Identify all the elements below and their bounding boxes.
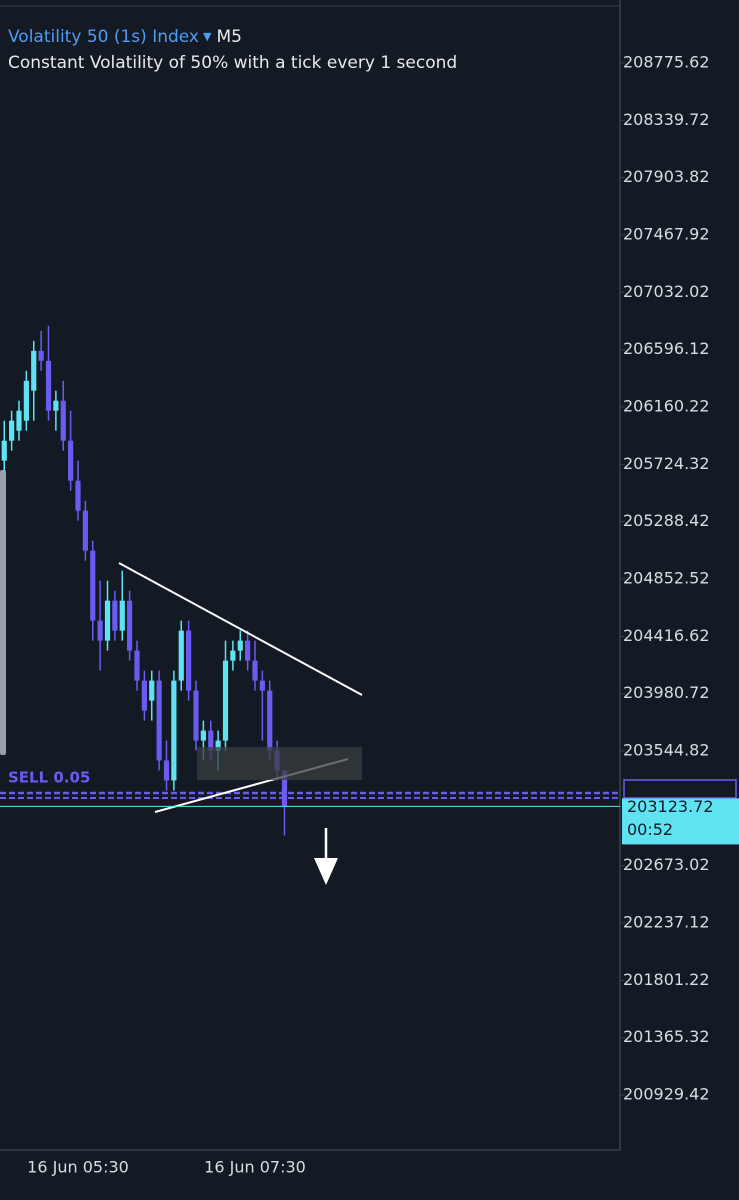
candle-body (104, 600, 111, 641)
y-tick-label: 206596.12 (623, 339, 710, 358)
dropdown-icon[interactable]: ▼ (203, 30, 212, 43)
countdown: 00:52 (627, 820, 673, 839)
candle-body (16, 410, 22, 431)
candle-body (119, 600, 125, 631)
candle-body (112, 600, 118, 631)
price-axis (0, 0, 621, 1151)
current-price-box (622, 798, 739, 845)
y-tick-label: 202237.12 (623, 913, 710, 932)
candle-body (38, 350, 44, 361)
y-tick-label: 205724.32 (623, 454, 710, 473)
y-tick-label: 205288.42 (623, 511, 710, 530)
candle-body (281, 770, 288, 807)
candle-body (149, 680, 155, 701)
trendline (118, 562, 363, 696)
candle-body (75, 480, 81, 511)
y-tick-label: 206160.22 (623, 396, 710, 415)
header: Volatility 50 (1s) Index ▼ M5 (8, 27, 242, 47)
candle-body (215, 740, 221, 751)
candle-body (193, 690, 199, 741)
candle-body (252, 660, 258, 681)
zone-rectangle (197, 747, 362, 780)
y-tick-label: 207032.02 (623, 282, 710, 301)
candle-body (222, 660, 229, 741)
candle-body (186, 630, 192, 691)
candle-body (82, 510, 88, 551)
order-price-box (623, 779, 737, 799)
candle-body (259, 680, 265, 691)
candles (1, 325, 288, 836)
y-tick-label: 203544.82 (623, 741, 710, 760)
y-tick-label: 208775.62 (623, 52, 710, 71)
candle-body (90, 550, 96, 621)
candle-body (23, 380, 29, 421)
candle-body (141, 680, 147, 711)
x-tick-label: 16 Jun 05:30 (27, 1158, 129, 1177)
candle-body (245, 640, 251, 661)
y-tick-label: 202673.02 (623, 855, 710, 874)
candle-body (237, 640, 243, 651)
candle-body (9, 420, 15, 441)
y-tick-label: 204852.52 (623, 568, 710, 587)
x-tick-label: 16 Jun 07:30 (204, 1158, 306, 1177)
candle-body (230, 650, 236, 661)
y-tick-label: 201801.22 (623, 970, 710, 989)
y-tick-label: 207903.82 (623, 167, 710, 186)
candle-body (163, 760, 170, 781)
y-tick-label: 200929.42 (623, 1085, 710, 1104)
order-label: SELL 0.05 (8, 769, 90, 787)
candle-body (68, 440, 74, 481)
y-tick-label: 204416.62 (623, 626, 710, 645)
y-tick-label: 201365.32 (623, 1027, 710, 1046)
candle-body (60, 400, 66, 441)
candle-body (127, 600, 133, 651)
scroll-handle[interactable] (0, 470, 6, 755)
candle-body (178, 630, 184, 681)
candle-body (53, 400, 59, 411)
candle-body (134, 650, 140, 681)
candle-body (97, 620, 103, 641)
timeframe[interactable]: M5 (216, 27, 241, 47)
candle-body (45, 360, 52, 411)
y-tick-label: 203980.72 (623, 683, 710, 702)
symbol[interactable]: Volatility 50 (1s) Index (8, 27, 199, 47)
candle-body (267, 690, 273, 751)
candle-body (156, 680, 162, 761)
y-tick-label: 207467.92 (623, 224, 710, 243)
candle-body (31, 350, 37, 391)
candle-body (171, 680, 177, 781)
subtitle: Constant Volatility of 50% with a tick e… (8, 53, 457, 73)
candle-body (200, 730, 206, 741)
current-price-label: 203123.72 (627, 797, 714, 816)
candle-body (208, 730, 214, 751)
candle-body (1, 440, 7, 461)
arrow-head (314, 858, 338, 885)
y-tick-label: 208339.72 (623, 110, 710, 129)
